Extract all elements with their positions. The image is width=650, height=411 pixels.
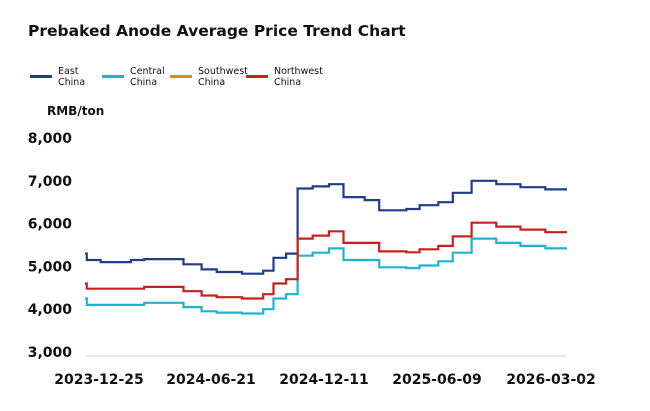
legend-swatch-northwest-china [246, 75, 268, 78]
series-line-east-china [85, 179, 567, 275]
chart-title: Prebaked Anode Average Price Trend Chart [28, 22, 406, 40]
y-tick-label: 8,000 [28, 131, 73, 147]
legend-swatch-east-china [30, 75, 52, 78]
y-tick-label: 3,000 [28, 345, 73, 361]
x-tick-label: 2026-03-02 [506, 372, 596, 388]
x-tick-label: 2024-12-11 [279, 372, 369, 388]
series-line-central-china [85, 237, 567, 315]
y-tick-label: 6,000 [28, 217, 73, 233]
y-axis-label: RMB/ton [47, 104, 105, 118]
legend-label-east-china: East China [58, 66, 86, 88]
x-tick-label: 2025-06-09 [392, 372, 482, 388]
legend-label-northwest-china: Northwest China [274, 66, 323, 88]
legend-label-southwest-china: Southwest China [198, 66, 248, 88]
y-tick-label: 4,000 [28, 302, 73, 318]
legend-swatch-southwest-china [170, 75, 192, 78]
series-lines [85, 179, 567, 315]
series-line-northwest-china [85, 221, 567, 300]
y-tick-label: 7,000 [28, 174, 73, 190]
legend-swatch-central-china [102, 75, 124, 78]
legend-label-central-china: Central China [130, 66, 165, 88]
y-tick-label: 5,000 [28, 259, 73, 275]
x-tick-label: 2024-06-21 [166, 372, 256, 388]
legend: East China Central China Southwest China No… [30, 66, 340, 96]
y-axis-ticks: 3,000 4,000 5,000 6,000 7,000 8,000 [28, 131, 73, 361]
x-axis-ticks: 2023-12-25 2024-06-21 2024-12-11 2025-06-09… [54, 372, 596, 388]
x-tick-label: 2023-12-25 [54, 372, 144, 388]
